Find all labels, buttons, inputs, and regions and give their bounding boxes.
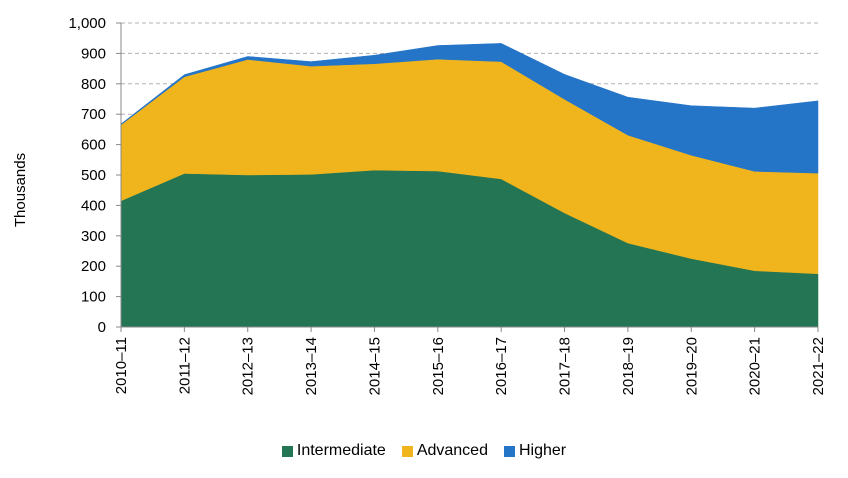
- legend-label-advanced: Advanced: [416, 442, 488, 459]
- x-tick-label: 2010–11: [113, 337, 130, 394]
- y-tick-label: 600: [81, 137, 106, 154]
- legend-item-higher: Higher: [503, 442, 567, 460]
- x-tick-label: 2015–16: [430, 337, 447, 395]
- y-tick-label: 1,000: [68, 15, 106, 32]
- legend-swatch-higher: [503, 445, 515, 457]
- legend: Intermediate Advanced Higher: [0, 442, 848, 460]
- area-higher: [120, 43, 819, 174]
- legend-swatch-advanced: [401, 445, 413, 457]
- y-tick-label: 400: [81, 197, 106, 214]
- x-tick-label: 2021–22: [810, 337, 827, 395]
- legend-item-advanced: Advanced: [401, 442, 488, 460]
- x-tick-label: 2020–21: [747, 337, 764, 395]
- y-tick-label: 500: [81, 167, 106, 184]
- y-tick-label: 0: [98, 319, 106, 336]
- legend-label-higher: Higher: [518, 442, 567, 459]
- x-tick-label: 2014–15: [366, 337, 383, 395]
- x-tick-label: 2016–17: [493, 337, 510, 395]
- y-tick-label: 100: [81, 289, 106, 306]
- y-tick-label: 700: [81, 106, 106, 123]
- legend-item-intermediate: Intermediate: [281, 442, 386, 460]
- y-tick-label: 900: [81, 45, 106, 62]
- x-tick-label: 2013–14: [303, 337, 320, 395]
- y-axis-title: Thousands: [12, 153, 29, 227]
- x-tick-label: 2019–20: [683, 337, 700, 395]
- x-tick-label: 2017–18: [557, 337, 574, 395]
- area-chart: 0 100 200 300 400 500 600 700 800 900 1,000 2010–11…: [12, 15, 827, 395]
- y-tick-label: 300: [81, 228, 106, 245]
- x-tick-label: 2011–12: [176, 337, 193, 394]
- plot-areas: [120, 43, 819, 328]
- axes: 0 100 200 300 400 500 600 700 800 900 1,000 2010–11…: [68, 15, 827, 395]
- x-tick-label: 2018–19: [620, 337, 637, 395]
- y-tick-label: 200: [81, 258, 106, 275]
- legend-label-intermediate: Intermediate: [296, 442, 386, 459]
- y-tick-label: 800: [81, 76, 106, 93]
- legend-swatch-intermediate: [281, 445, 293, 457]
- x-tick-label: 2012–13: [240, 337, 257, 395]
